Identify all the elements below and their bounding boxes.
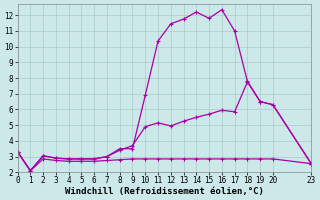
X-axis label: Windchill (Refroidissement éolien,°C): Windchill (Refroidissement éolien,°C): [65, 187, 264, 196]
